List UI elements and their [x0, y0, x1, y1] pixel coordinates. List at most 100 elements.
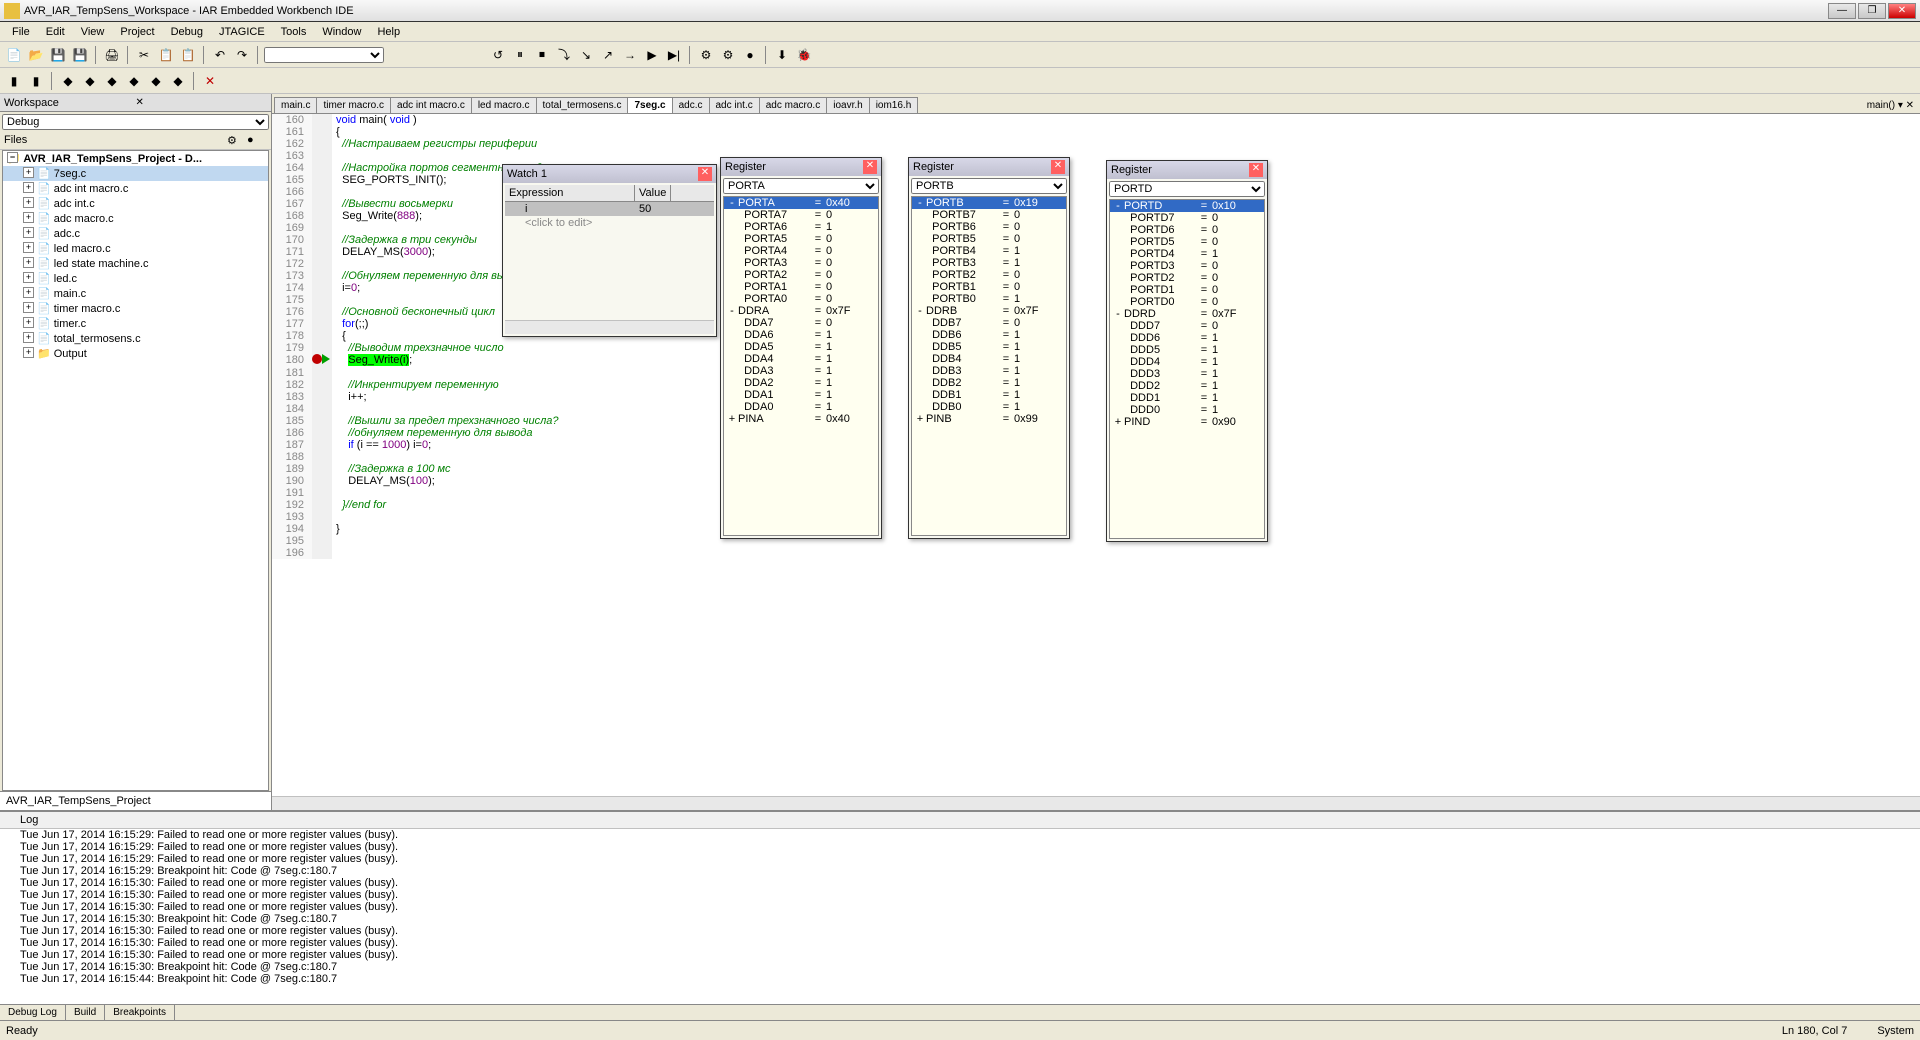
register-a-close-icon[interactable]: ✕: [863, 160, 877, 174]
project-tree[interactable]: −📁 AVR_IAR_TempSens_Project - D...+📄 7se…: [2, 150, 269, 791]
menu-window[interactable]: Window: [314, 24, 369, 40]
tb-icon-2[interactable]: ▮: [26, 71, 46, 91]
compile-icon[interactable]: ⚙: [696, 45, 716, 65]
register-row[interactable]: PORTA3=0: [724, 257, 878, 269]
menu-jtagice[interactable]: JTAGICE: [211, 24, 273, 40]
tree-item[interactable]: +📄 total_termosens.c: [3, 331, 268, 346]
register-row[interactable]: PORTA6=1: [724, 221, 878, 233]
log-tab[interactable]: Build: [66, 1005, 105, 1020]
tree-item[interactable]: +📄 led state machine.c: [3, 256, 268, 271]
watch-hscroll[interactable]: [505, 320, 714, 334]
cut-icon[interactable]: ✂: [134, 45, 154, 65]
editor-tab[interactable]: adc int macro.c: [390, 97, 472, 113]
register-row[interactable]: PORTB7=0: [912, 209, 1066, 221]
tree-item[interactable]: +📄 timer macro.c: [3, 301, 268, 316]
watch-close-icon[interactable]: ✕: [698, 167, 712, 181]
watch-edit-row[interactable]: <click to edit>: [505, 216, 714, 230]
register-row[interactable]: DDB1=1: [912, 389, 1066, 401]
debug-break-icon[interactable]: ⏸: [510, 45, 530, 65]
editor-tab[interactable]: main.c: [274, 97, 317, 113]
new-file-icon[interactable]: 📄: [4, 45, 24, 65]
register-row[interactable]: DDB0=1: [912, 401, 1066, 413]
register-row[interactable]: PORTB6=0: [912, 221, 1066, 233]
register-row[interactable]: DDB2=1: [912, 377, 1066, 389]
register-row[interactable]: DDA6=1: [724, 329, 878, 341]
register-row[interactable]: PORTA2=0: [724, 269, 878, 281]
find-combo[interactable]: [264, 47, 384, 63]
watch-window[interactable]: Watch 1✕ Expression Value i 50 <click to…: [502, 164, 717, 337]
register-d-select[interactable]: PORTD: [1109, 181, 1265, 197]
register-row[interactable]: PORTB4=1: [912, 245, 1066, 257]
register-row[interactable]: DDA4=1: [724, 353, 878, 365]
register-row[interactable]: +PIND=0x90: [1110, 416, 1264, 428]
register-a-tree[interactable]: -PORTA=0x40 PORTA7=0 PORTA6=1 PORTA5=0 P…: [723, 196, 879, 536]
register-row[interactable]: DDA2=1: [724, 377, 878, 389]
tb-icon-4[interactable]: ◆: [80, 71, 100, 91]
register-row[interactable]: PORTD1=0: [1110, 284, 1264, 296]
register-row[interactable]: -PORTA=0x40: [724, 197, 878, 209]
register-row[interactable]: PORTA1=0: [724, 281, 878, 293]
save-all-icon[interactable]: 💾: [70, 45, 90, 65]
save-icon[interactable]: 💾: [48, 45, 68, 65]
register-row[interactable]: PORTA5=0: [724, 233, 878, 245]
register-row[interactable]: PORTB2=0: [912, 269, 1066, 281]
register-row[interactable]: -DDRA=0x7F: [724, 305, 878, 317]
menu-file[interactable]: File: [4, 24, 38, 40]
register-window-b[interactable]: Register✕ PORTB -PORTB=0x19 PORTB7=0 POR…: [908, 157, 1070, 539]
register-row[interactable]: DDB6=1: [912, 329, 1066, 341]
menu-tools[interactable]: Tools: [273, 24, 315, 40]
register-row[interactable]: PORTD5=0: [1110, 236, 1264, 248]
editor-tab[interactable]: ioavr.h: [826, 97, 869, 113]
register-row[interactable]: -DDRD=0x7F: [1110, 308, 1264, 320]
tb-close-icon[interactable]: ✕: [200, 71, 220, 91]
step-into-icon[interactable]: ↘: [576, 45, 596, 65]
next-statement-icon[interactable]: →: [620, 45, 640, 65]
register-row[interactable]: -DDRB=0x7F: [912, 305, 1066, 317]
register-row[interactable]: PORTA7=0: [724, 209, 878, 221]
tb-icon-3[interactable]: ◆: [58, 71, 78, 91]
register-b-close-icon[interactable]: ✕: [1051, 160, 1065, 174]
tree-item[interactable]: +📄 main.c: [3, 286, 268, 301]
editor-tab[interactable]: 7seg.c: [627, 97, 672, 113]
menu-project[interactable]: Project: [112, 24, 162, 40]
register-row[interactable]: PORTD0=0: [1110, 296, 1264, 308]
register-row[interactable]: PORTD3=0: [1110, 260, 1264, 272]
tree-item[interactable]: +📁 Output: [3, 346, 268, 361]
register-row[interactable]: PORTA4=0: [724, 245, 878, 257]
redo-icon[interactable]: ↷: [232, 45, 252, 65]
register-row[interactable]: PORTD2=0: [1110, 272, 1264, 284]
print-icon[interactable]: 🖨: [102, 45, 122, 65]
make-icon[interactable]: ⚙: [718, 45, 738, 65]
editor-tab[interactable]: adc int.c: [709, 97, 760, 113]
run-to-cursor-icon[interactable]: ▶|: [664, 45, 684, 65]
register-row[interactable]: PORTB3=1: [912, 257, 1066, 269]
tree-item[interactable]: +📄 adc int macro.c: [3, 181, 268, 196]
log-tab[interactable]: Debug Log: [0, 1005, 66, 1020]
register-row[interactable]: DDA5=1: [724, 341, 878, 353]
tree-item[interactable]: +📄 adc int.c: [3, 196, 268, 211]
register-a-select[interactable]: PORTA: [723, 178, 879, 194]
paste-icon[interactable]: 📋: [178, 45, 198, 65]
tb-icon-8[interactable]: ◆: [168, 71, 188, 91]
tb-icon-6[interactable]: ◆: [124, 71, 144, 91]
config-select[interactable]: Debug: [2, 114, 269, 130]
register-row[interactable]: PORTD4=1: [1110, 248, 1264, 260]
register-row[interactable]: DDA3=1: [724, 365, 878, 377]
register-row[interactable]: PORTB0=1: [912, 293, 1066, 305]
maximize-button[interactable]: ❐: [1858, 3, 1886, 19]
menu-edit[interactable]: Edit: [38, 24, 73, 40]
register-window-d[interactable]: Register✕ PORTD -PORTD=0x10 PORTD7=0 POR…: [1106, 160, 1268, 542]
undo-icon[interactable]: ↶: [210, 45, 230, 65]
editor-tab[interactable]: iom16.h: [869, 97, 919, 113]
copy-icon[interactable]: 📋: [156, 45, 176, 65]
register-row[interactable]: DDD0=1: [1110, 404, 1264, 416]
go-icon[interactable]: ▶: [642, 45, 662, 65]
menu-help[interactable]: Help: [369, 24, 408, 40]
editor-function-combo[interactable]: main() ▾ ✕: [1861, 98, 1920, 113]
register-d-tree[interactable]: -PORTD=0x10 PORTD7=0 PORTD6=0 PORTD5=0 P…: [1109, 199, 1265, 539]
workspace-close-icon[interactable]: ✕: [136, 97, 268, 108]
editor-tab[interactable]: timer macro.c: [316, 97, 391, 113]
register-row[interactable]: DDD2=1: [1110, 380, 1264, 392]
tree-item[interactable]: +📄 led macro.c: [3, 241, 268, 256]
register-row[interactable]: DDD5=1: [1110, 344, 1264, 356]
